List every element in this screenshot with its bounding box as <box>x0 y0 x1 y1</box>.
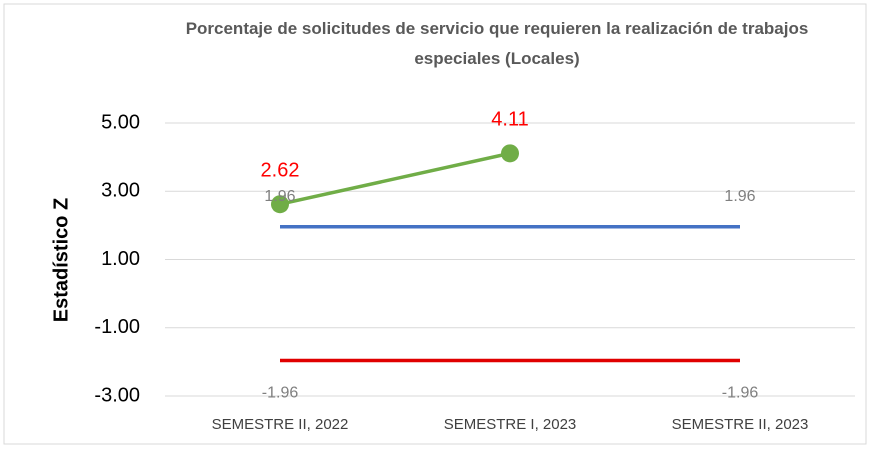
chart-border <box>3 3 867 445</box>
data-label: 1.96 <box>264 188 295 205</box>
series-line <box>279 151 511 206</box>
y-tick-label: -3.00 <box>94 384 140 406</box>
data-label: -1.96 <box>722 385 759 402</box>
x-tick-label: SEMESTRE II, 2022 <box>212 416 349 433</box>
data-point <box>501 144 519 163</box>
data-point <box>271 195 289 214</box>
data-label: -1.96 <box>262 385 299 402</box>
data-label: 2.62 <box>261 159 300 181</box>
data-label: 1.96 <box>724 188 755 205</box>
x-tick-label: SEMESTRE II, 2023 <box>672 416 809 433</box>
chart-title: Porcentaje de solicitudes de servicio qu… <box>185 19 809 68</box>
x-tick-label: SEMESTRE I, 2023 <box>444 416 577 433</box>
y-tick-label: 1.00 <box>101 248 140 270</box>
y-axis-label: Estadístico Z <box>50 198 72 322</box>
data-label: 4.11 <box>491 109 528 131</box>
y-tick-label: -1.00 <box>94 316 140 338</box>
y-tick-label: 5.00 <box>101 111 140 133</box>
y-tick-label: 3.00 <box>101 180 140 202</box>
